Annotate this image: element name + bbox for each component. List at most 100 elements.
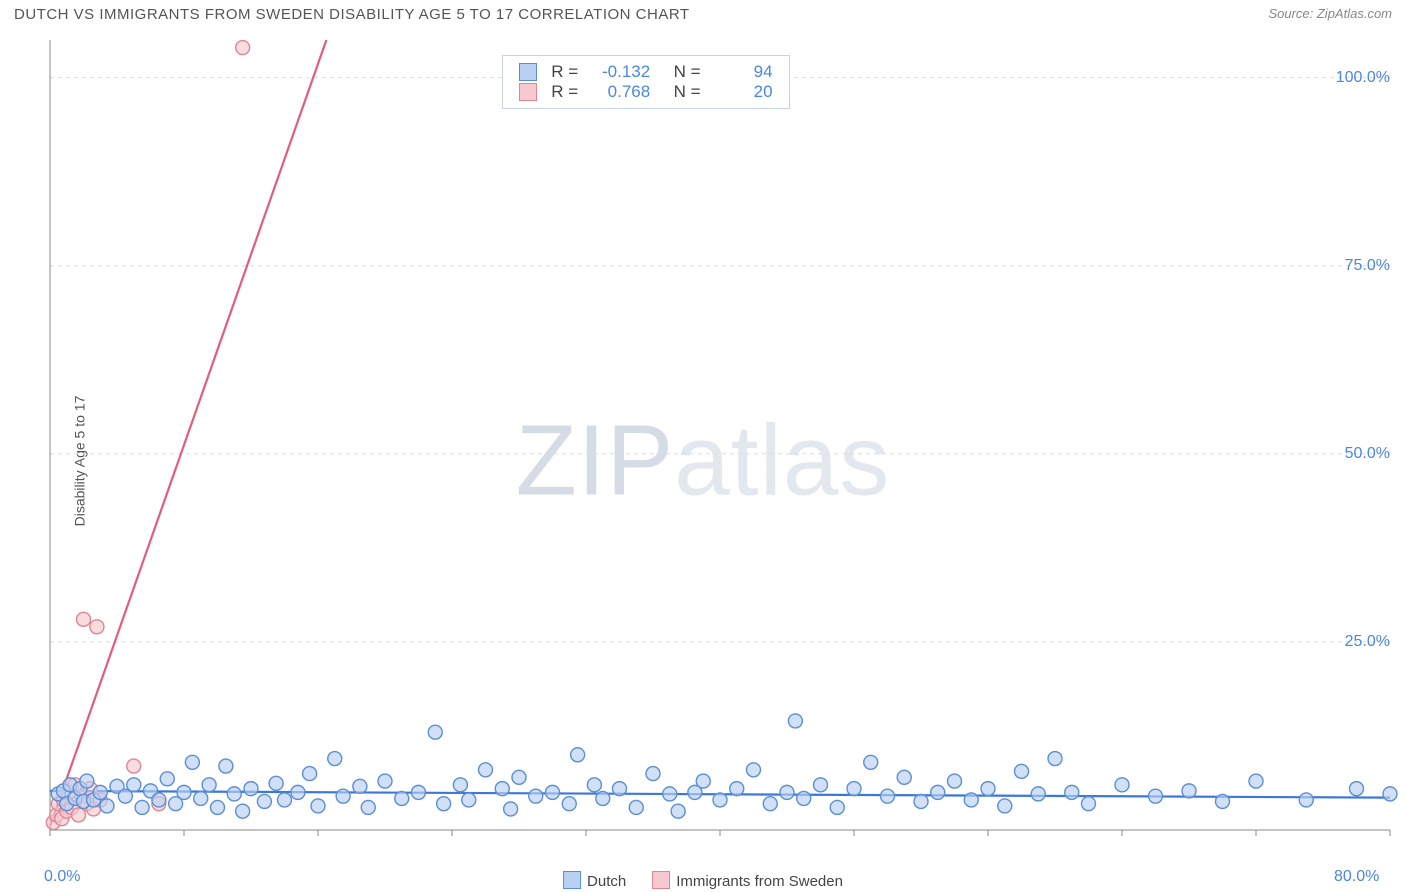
- data-point: [964, 793, 978, 807]
- data-point: [127, 759, 141, 773]
- y-tick-label: 75.0%: [1345, 257, 1390, 275]
- data-point: [1065, 785, 1079, 799]
- data-point: [462, 793, 476, 807]
- data-point: [864, 755, 878, 769]
- y-tick-label: 50.0%: [1345, 445, 1390, 463]
- legend-item: Dutch: [563, 871, 626, 890]
- data-point: [562, 797, 576, 811]
- chart-area: ZIPatlas Disability Age 5 to 17 R =-0.13…: [0, 30, 1406, 892]
- stat-n-label: N =: [664, 82, 700, 102]
- data-point: [495, 782, 509, 796]
- data-point: [428, 725, 442, 739]
- stat-r-label: R =: [551, 82, 578, 102]
- data-point: [613, 782, 627, 796]
- data-point: [1182, 784, 1196, 798]
- data-point: [663, 787, 677, 801]
- data-point: [177, 785, 191, 799]
- data-point: [948, 774, 962, 788]
- data-point: [730, 782, 744, 796]
- data-point: [571, 748, 585, 762]
- stat-n-label: N =: [664, 62, 700, 82]
- data-point: [77, 612, 91, 626]
- legend-label: Immigrants from Sweden: [676, 873, 843, 890]
- legend-item: Immigrants from Sweden: [652, 871, 843, 890]
- data-point: [479, 763, 493, 777]
- data-point: [780, 785, 794, 799]
- data-point: [998, 799, 1012, 813]
- data-point: [93, 785, 107, 799]
- x-tick-label: 80.0%: [1334, 868, 1379, 886]
- data-point: [747, 763, 761, 777]
- data-point: [152, 793, 166, 807]
- data-point: [211, 800, 225, 814]
- data-point: [437, 797, 451, 811]
- data-point: [1015, 764, 1029, 778]
- legend-swatch: [519, 83, 537, 101]
- data-point: [1383, 787, 1397, 801]
- chart-title: DUTCH VS IMMIGRANTS FROM SWEDEN DISABILI…: [14, 6, 690, 23]
- data-point: [914, 794, 928, 808]
- data-point: [587, 778, 601, 792]
- chart-header: DUTCH VS IMMIGRANTS FROM SWEDEN DISABILI…: [0, 0, 1406, 27]
- correlation-stats-box: R =-0.132 N =94R =0.768 N =20: [502, 55, 789, 109]
- data-point: [1031, 787, 1045, 801]
- data-point: [646, 767, 660, 781]
- data-point: [981, 782, 995, 796]
- legend-bottom: Dutch Immigrants from Sweden: [563, 871, 843, 890]
- scatter-plot-svg: [0, 30, 1406, 892]
- y-tick-label: 25.0%: [1345, 633, 1390, 651]
- y-tick-label: 100.0%: [1336, 69, 1390, 87]
- data-point: [135, 800, 149, 814]
- x-tick-label: 0.0%: [44, 868, 80, 886]
- data-point: [395, 791, 409, 805]
- data-point: [378, 774, 392, 788]
- data-point: [269, 776, 283, 790]
- data-point: [596, 791, 610, 805]
- data-point: [412, 785, 426, 799]
- data-point: [311, 799, 325, 813]
- stat-r-value: -0.132: [592, 62, 650, 82]
- data-point: [1082, 797, 1096, 811]
- legend-swatch: [563, 871, 581, 889]
- data-point: [236, 804, 250, 818]
- data-point: [1350, 782, 1364, 796]
- data-point: [512, 770, 526, 784]
- data-point: [90, 620, 104, 634]
- stat-r-label: R =: [551, 62, 578, 82]
- data-point: [713, 793, 727, 807]
- data-point: [1249, 774, 1263, 788]
- data-point: [336, 789, 350, 803]
- data-point: [257, 794, 271, 808]
- data-point: [303, 767, 317, 781]
- data-point: [160, 772, 174, 786]
- data-point: [353, 779, 367, 793]
- data-point: [278, 793, 292, 807]
- data-point: [897, 770, 911, 784]
- data-point: [814, 778, 828, 792]
- legend-label: Dutch: [587, 873, 626, 890]
- data-point: [830, 800, 844, 814]
- data-point: [763, 797, 777, 811]
- stat-r-value: 0.768: [592, 82, 650, 102]
- data-point: [291, 785, 305, 799]
- data-point: [1115, 778, 1129, 792]
- data-point: [1149, 789, 1163, 803]
- data-point: [931, 785, 945, 799]
- data-point: [1299, 793, 1313, 807]
- data-point: [194, 791, 208, 805]
- data-point: [80, 774, 94, 788]
- data-point: [546, 785, 560, 799]
- stat-n-value: 94: [715, 62, 773, 82]
- data-point: [328, 752, 342, 766]
- data-point: [453, 778, 467, 792]
- data-point: [847, 782, 861, 796]
- trend-line: [50, 40, 326, 826]
- data-point: [185, 755, 199, 769]
- stat-row: R = -0.132 N = 94: [519, 62, 772, 82]
- data-point: [529, 789, 543, 803]
- data-point: [202, 778, 216, 792]
- data-point: [219, 759, 233, 773]
- data-point: [227, 787, 241, 801]
- data-point: [696, 774, 710, 788]
- data-point: [629, 800, 643, 814]
